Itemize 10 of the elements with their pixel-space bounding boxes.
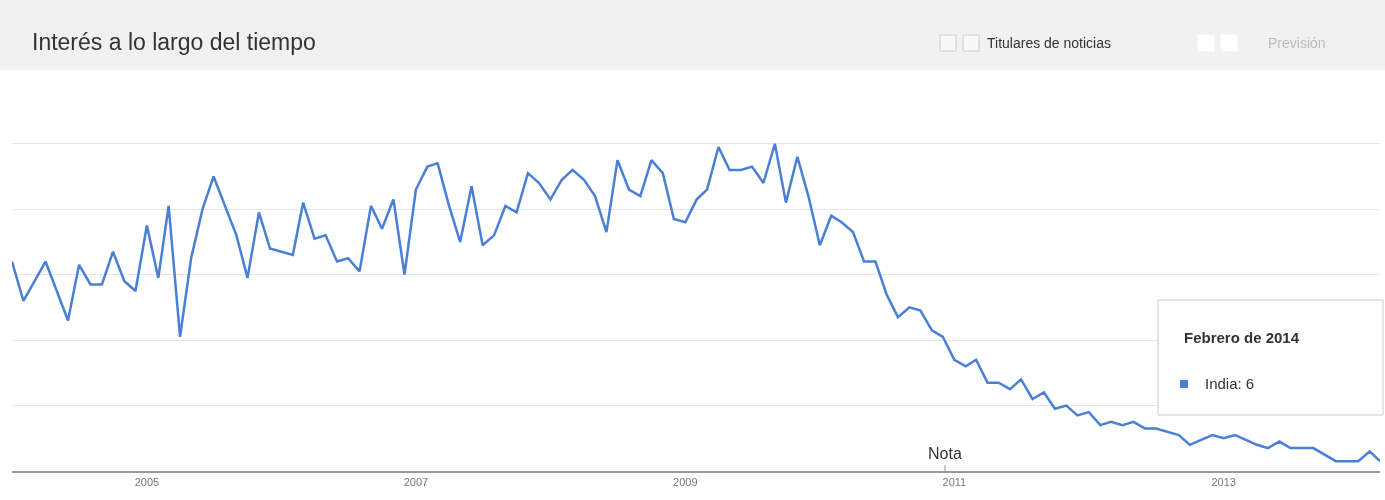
chart-title: Interés a lo largo del tiempo (32, 29, 316, 55)
x-tick-label: 2005 (134, 476, 160, 489)
annotation: Febrero de 2014 (1184, 329, 1300, 346)
x-tick-label: 2009 (673, 476, 698, 489)
x-tick-label: 2007 (403, 476, 429, 489)
annotation: Nota (928, 445, 962, 462)
annotation: India: 6 (1205, 375, 1255, 392)
x-tick-label: 2013 (1211, 476, 1236, 489)
text: Titulares de noticias (987, 35, 1111, 51)
x-tick-label: 2011 (942, 476, 967, 489)
